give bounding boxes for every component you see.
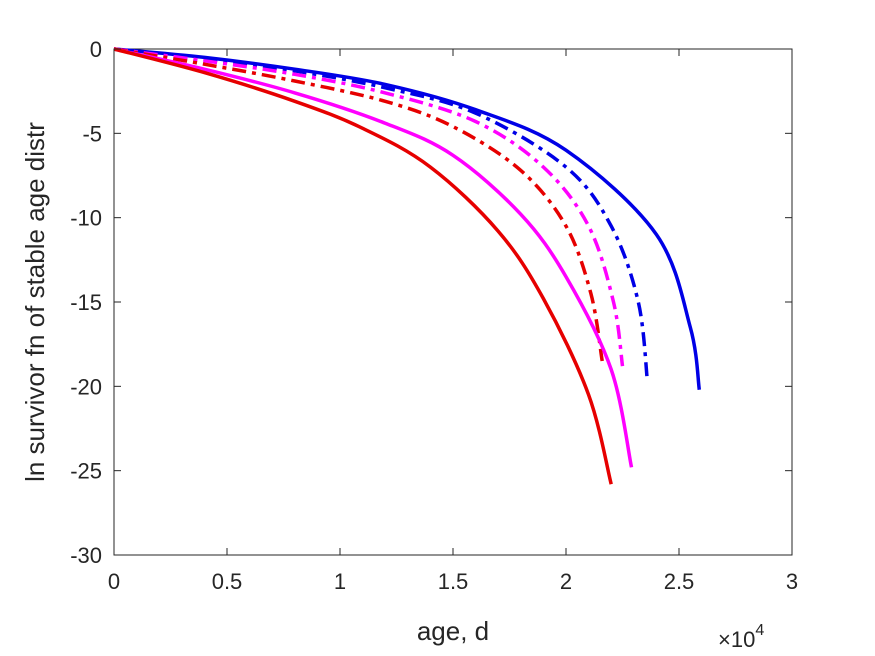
x-tick-label: 1 [334,569,346,594]
y-axis-ticks: 0 -5 -10 -15 -20 -25 -30 [70,37,792,568]
x-tick-label: 0.5 [212,569,243,594]
y-tick-label: -5 [82,121,102,146]
y-tick-label: -10 [70,206,102,231]
y-tick-label: -25 [70,459,102,484]
x-exponent-label: ×104 [718,622,764,652]
x-tick-label: 2 [560,569,572,594]
x-exponent-base: ×10 [718,627,755,652]
series-line-6 [113,47,613,485]
y-tick-label: -20 [70,374,102,399]
y-tick-label: -30 [70,543,102,568]
series-line-2 [113,47,650,382]
x-tick-label: 3 [786,569,798,594]
x-tick-label: 2.5 [664,569,695,594]
series-layer [113,47,702,485]
x-axis-ticks: 0 0.5 1 1.5 2 2.5 3 [108,49,798,594]
series-line-4 [113,47,604,362]
plot-area [113,48,793,556]
x-axis-label: age, d [417,616,489,646]
series-line-1 [113,47,702,390]
series-line-5 [113,47,634,468]
y-tick-label: -15 [70,290,102,315]
y-tick-label: 0 [90,37,102,62]
x-tick-label: 0 [108,569,120,594]
x-exponent-power: 4 [755,622,764,639]
x-tick-label: 1.5 [438,569,469,594]
series-line-3 [113,47,625,367]
y-axis-label: ln survivor fn of stable age distr [20,122,50,482]
